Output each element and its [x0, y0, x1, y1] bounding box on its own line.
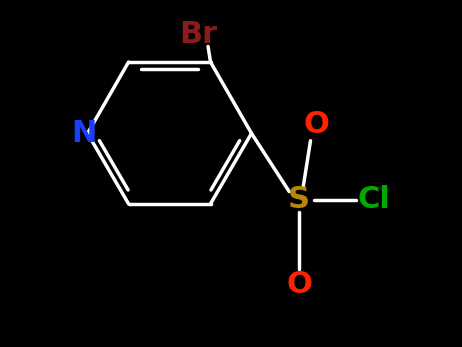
- Text: Br: Br: [179, 20, 217, 49]
- Text: N: N: [71, 119, 96, 148]
- Text: Cl: Cl: [358, 185, 391, 214]
- Text: O: O: [286, 270, 312, 299]
- Text: O: O: [303, 110, 329, 139]
- Text: S: S: [288, 185, 310, 214]
